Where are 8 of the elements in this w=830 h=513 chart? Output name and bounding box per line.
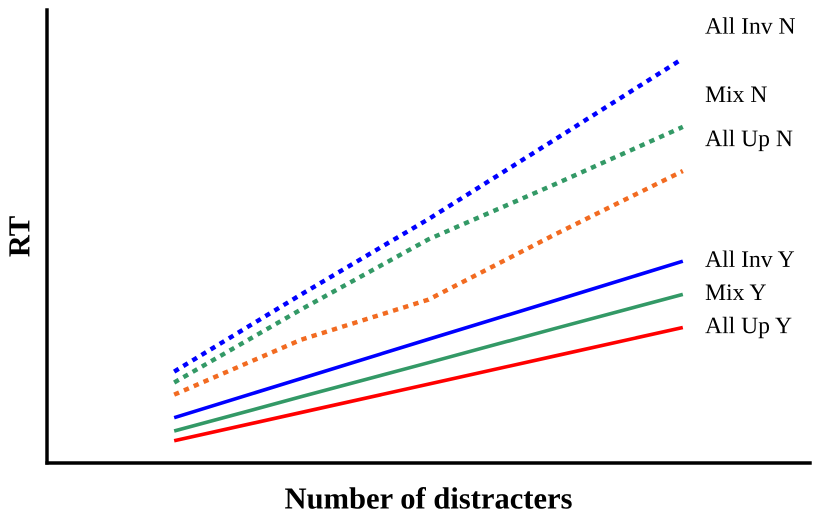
series-label: Mix Y <box>706 284 766 300</box>
y-axis-title: RT <box>9 216 30 257</box>
series-label: Mix N <box>706 86 767 102</box>
series-label: All Inv N <box>705 17 796 34</box>
series-label: All Up N <box>705 130 792 152</box>
series-label: All Inv Y <box>705 250 794 268</box>
x-axis-title: Number of distracters <box>285 486 572 509</box>
series-label: All Up Y <box>705 316 792 338</box>
